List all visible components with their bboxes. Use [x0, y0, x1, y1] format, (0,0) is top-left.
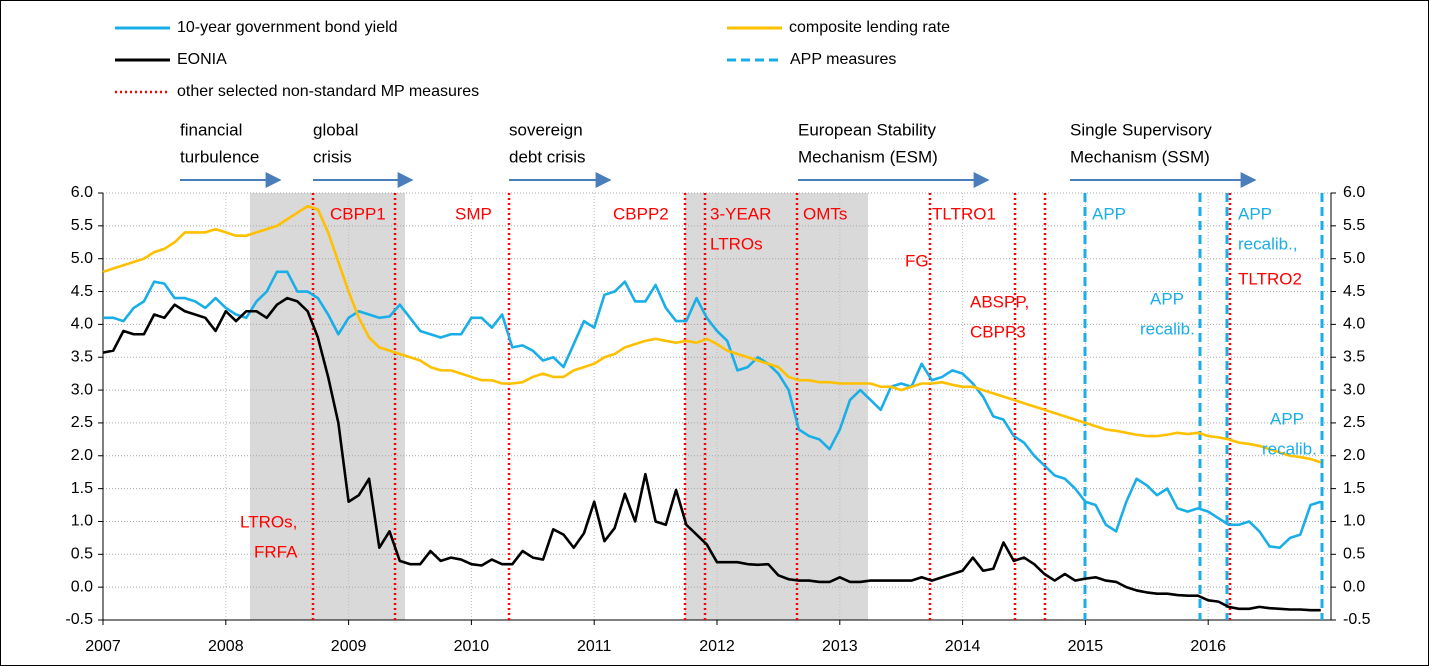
event-label: recalib.: [1140, 319, 1195, 338]
y-tick-label: 2.0: [71, 447, 93, 464]
y-tick-label: 3.5: [71, 348, 93, 365]
y2-tick-label: 5.5: [1343, 217, 1365, 234]
period-label: Mechanism (ESM): [798, 147, 938, 166]
period-label: debt crisis: [509, 147, 586, 166]
event-labels: CBPP1 SMP CBPP2 3-YEAR LTROs OMTs TLTRO1…: [240, 204, 1317, 561]
y2-tick-label: 0.5: [1343, 546, 1365, 563]
y-tick-label: 3.0: [71, 381, 93, 398]
series-line: [102, 296, 1321, 612]
y2-tick-label: 5.0: [1343, 250, 1365, 267]
x-tick-label: 2013: [822, 638, 858, 655]
plot: [102, 204, 1322, 612]
x-tick-label: 2010: [454, 638, 490, 655]
period-label: European Stability: [798, 120, 936, 139]
series-line: [103, 270, 1322, 550]
event-label: CBPP3: [970, 322, 1026, 341]
legend: APP measures other selected non-standard…: [115, 51, 896, 100]
period-label: crisis: [313, 147, 352, 166]
y2-tick-label: 1.0: [1343, 513, 1365, 530]
legend-label: EONIA: [177, 51, 227, 68]
period-label: financial: [180, 120, 242, 139]
y-tick-label: 5.0: [71, 250, 93, 267]
y-tick-label: 0.5: [71, 546, 93, 563]
y-tick-label: 1.5: [71, 480, 93, 497]
event-label: LTROs: [710, 234, 763, 253]
event-lines: [311, 193, 1324, 620]
event-label: CBPP1: [330, 204, 386, 223]
y-tick-label: 4.5: [71, 283, 93, 300]
event-label: CBPP2: [613, 204, 669, 223]
event-label: TLTRO2: [1238, 269, 1302, 288]
y-tick-label: 2.5: [71, 414, 93, 431]
period-label: sovereign: [509, 120, 583, 139]
x-tick-label: 2008: [208, 638, 244, 655]
x-tick-label: 2012: [699, 638, 735, 655]
event-label: FG: [905, 251, 929, 270]
event-label: FRFA: [254, 542, 298, 561]
event-label: LTROs,: [240, 512, 297, 531]
period-label: Single Supervisory: [1070, 120, 1212, 139]
y-tick-label: 6.0: [71, 184, 93, 201]
y-tick-label: 4.0: [71, 316, 93, 333]
y-tick-label: 1.0: [71, 513, 93, 530]
series-line: [102, 204, 1322, 464]
y2-tick-label: 0.0: [1343, 578, 1365, 595]
event-label: APP: [1150, 289, 1184, 308]
event-label: ABSPP,: [970, 292, 1029, 311]
periods: financial turbulence global crisis sover…: [180, 120, 1257, 188]
y-tick-label: 0.0: [71, 578, 93, 595]
x-tick-label: 2011: [577, 638, 612, 655]
y-tick-label: -0.5: [65, 611, 93, 628]
shaded-period: [685, 193, 868, 620]
legend-label: 10-year government bond yield: [177, 19, 398, 36]
y2-tick-label: 1.5: [1343, 480, 1365, 497]
legend-label: other selected non-standard MP measures: [177, 83, 479, 100]
event-label: recalib.: [1262, 439, 1317, 458]
event-label: SMP: [455, 204, 492, 223]
y2-tick-label: 2.0: [1343, 447, 1365, 464]
event-label: OMTs: [803, 204, 847, 223]
y2-tick-label: 4.0: [1343, 316, 1365, 333]
y2-tick-label: 4.5: [1343, 283, 1365, 300]
y2-tick-label: 3.0: [1343, 381, 1365, 398]
x-tick-label: 2015: [1068, 638, 1104, 655]
x-tick-label: 2007: [85, 638, 121, 655]
period-label: turbulence: [180, 147, 259, 166]
shading: [250, 193, 868, 620]
x-tick-label: 2009: [331, 638, 367, 655]
y2-tick-label: 2.5: [1343, 414, 1365, 431]
event-label: APP: [1092, 204, 1126, 223]
event-label: TLTRO1: [932, 204, 996, 223]
x-tick-label: 2014: [945, 638, 981, 655]
period-label: global: [313, 120, 358, 139]
y2-tick-label: 3.5: [1343, 348, 1365, 365]
y2-tick-label: 6.0: [1343, 184, 1365, 201]
y2-tick-label: -0.5: [1343, 611, 1371, 628]
legend-label: APP measures: [790, 51, 896, 68]
legend-label: composite lending rate: [789, 19, 950, 36]
event-label: APP: [1270, 409, 1304, 428]
event-label: 3-YEAR: [710, 204, 771, 223]
x-tick-label: 2016: [1190, 638, 1226, 655]
event-label: recalib.,: [1238, 234, 1298, 253]
event-label: APP: [1238, 204, 1272, 223]
y-tick-label: 5.5: [71, 217, 93, 234]
period-label: Mechanism (SSM): [1070, 147, 1210, 166]
